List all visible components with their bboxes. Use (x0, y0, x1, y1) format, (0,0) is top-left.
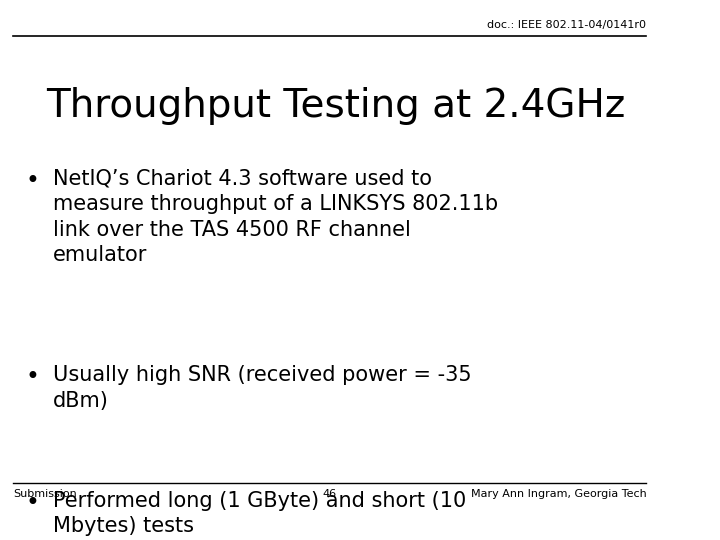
Text: doc.: IEEE 802.11-04/0141r0: doc.: IEEE 802.11-04/0141r0 (487, 19, 647, 30)
Text: •: • (26, 366, 40, 389)
Text: Submission: Submission (13, 489, 77, 499)
Text: Mary Ann Ingram, Georgia Tech: Mary Ann Ingram, Georgia Tech (471, 489, 647, 499)
Text: •: • (26, 168, 40, 193)
Text: Throughput Testing at 2.4GHz: Throughput Testing at 2.4GHz (46, 87, 626, 125)
Text: Usually high SNR (received power = -35
dBm): Usually high SNR (received power = -35 d… (53, 366, 472, 411)
Text: •: • (26, 491, 40, 515)
Text: Performed long (1 GByte) and short (10
Mbytes) tests: Performed long (1 GByte) and short (10 M… (53, 491, 466, 536)
Text: NetIQ’s Chariot 4.3 software used to
measure throughput of a LINKSYS 802.11b
lin: NetIQ’s Chariot 4.3 software used to mea… (53, 168, 498, 266)
Text: 46: 46 (323, 489, 337, 499)
